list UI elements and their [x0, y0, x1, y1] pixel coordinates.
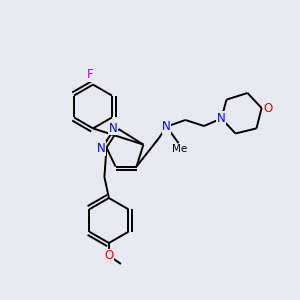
Text: O: O — [104, 249, 113, 262]
Text: F: F — [87, 68, 93, 82]
Text: N: N — [162, 120, 171, 133]
Text: N: N — [109, 122, 118, 135]
Text: N: N — [97, 142, 106, 155]
Text: N: N — [217, 112, 226, 125]
Text: O: O — [264, 101, 273, 115]
Text: Me: Me — [172, 143, 188, 154]
